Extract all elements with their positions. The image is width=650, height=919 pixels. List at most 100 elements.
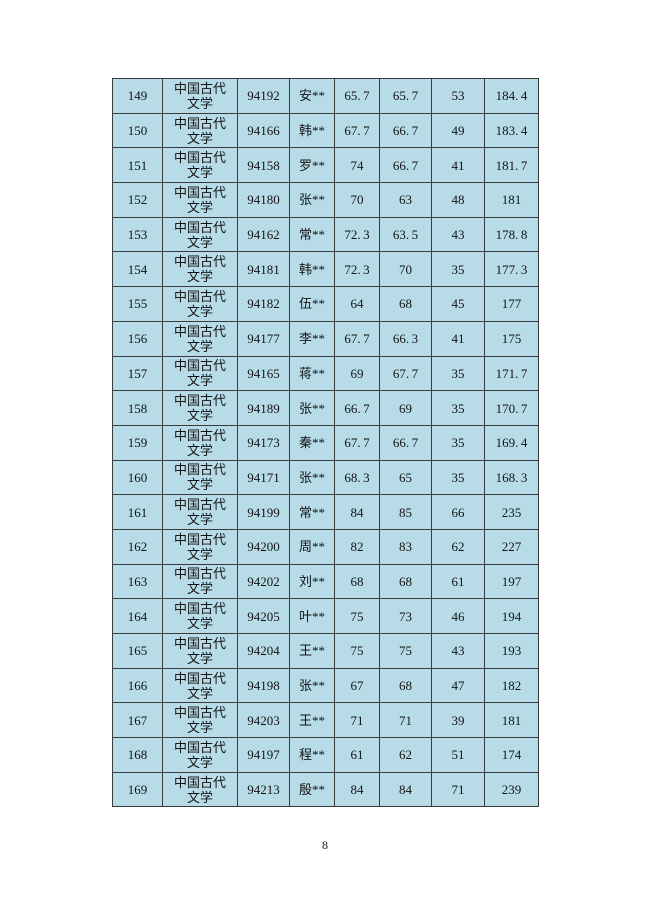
cell-score-2: 62 [379,737,432,773]
cell-score-3: 41 [431,320,485,357]
cell-total: 170. 7 [484,390,539,426]
cell-score-3: 35 [431,251,485,288]
cell-student-id: 94200 [237,528,290,565]
cell-student-id: 94166 [237,112,290,149]
cell-score-2-text: 66. 7 [392,435,419,451]
cell-name-text: 罗** [298,157,325,173]
cell-score-1: 69 [334,355,380,392]
cell-score-1: 84 [334,494,380,530]
cell-score-1: 64 [334,286,380,322]
cell-score-3: 45 [431,286,485,322]
cell-rank: 165 [112,633,163,669]
cell-name: 韩** [289,251,335,288]
cell-major: 中国古代文学 [162,251,238,288]
cell-score-1: 68. 3 [334,459,380,496]
cell-score-2-text: 62 [399,747,412,763]
cell-score-3-text: 47 [451,678,465,694]
cell-rank-text: 162 [127,539,148,555]
cell-total: 178. 8 [484,216,539,253]
cell-total-text: 170. 7 [495,400,528,416]
cell-name: 张** [289,667,335,704]
cell-score-2-text: 73 [399,608,412,624]
cell-name: 伍** [289,286,335,322]
cell-name: 张** [289,182,335,218]
cell-student-id: 94192 [237,78,290,114]
table-row: 155 中国古代文学 94182 伍** 64 68 45 177 [112,286,539,322]
cell-name: 王** [289,702,335,739]
cell-score-3: 61 [431,563,485,600]
cell-total-text: 174 [501,747,522,763]
cell-score-1: 67. 7 [334,320,380,357]
cell-name: 罗** [289,147,335,184]
cell-total: 174 [484,737,539,773]
cell-score-2: 66. 3 [379,320,432,357]
cell-score-3: 66 [431,494,485,530]
cell-rank-text: 151 [127,157,148,173]
cell-major: 中国古代文学 [162,702,238,739]
table-row: 162 中国古代文学 94200 周** 82 83 62 227 [112,528,539,565]
cell-score-2-text: 68 [399,678,412,694]
cell-score-2: 70 [379,251,432,288]
cell-rank: 157 [112,355,163,392]
cell-score-1-text: 65. 7 [344,88,370,104]
cell-major: 中国古代文学 [162,182,238,218]
score-table-body: 149 中国古代文学 94192 安** 65. 7 65. 7 53 184. 4 150 中国… [112,78,539,808]
cell-score-3-text: 35 [451,435,465,451]
cell-score-3: 51 [431,737,485,773]
cell-score-1: 70 [334,182,380,218]
cell-score-1-text: 72. 3 [344,227,370,243]
table-row: 160 中国古代文学 94171 张** 68. 3 65 35 168. 3 [112,459,539,496]
cell-rank: 160 [112,459,163,496]
cell-total-text: 227 [501,539,522,555]
cell-total-text: 181. 7 [495,157,528,173]
cell-name: 常** [289,494,335,530]
cell-score-2: 68 [379,667,432,704]
cell-rank: 159 [112,424,163,461]
cell-rank-text: 152 [127,192,148,208]
cell-rank-text: 155 [127,296,148,312]
table-row: 156 中国古代文学 94177 李** 67. 7 66. 3 41 175 [112,320,539,357]
cell-total-text: 193 [501,643,522,659]
table-row: 153 中国古代文学 94162 常** 72. 3 63. 5 43 178. 8 [112,216,539,253]
cell-score-2-text: 84 [399,782,412,798]
cell-rank: 150 [112,112,163,149]
cell-rank-text: 163 [127,573,148,589]
cell-rank: 163 [112,563,163,600]
cell-rank-text: 165 [127,643,148,659]
cell-student-id-text: 94158 [247,157,280,173]
cell-score-3-text: 35 [451,469,465,485]
cell-total-text: 197 [501,573,522,589]
cell-score-1: 75 [334,598,380,634]
cell-major: 中国古代文学 [162,216,238,253]
cell-major: 中国古代文学 [162,286,238,322]
cell-student-id: 94162 [237,216,290,253]
cell-total-text: 183. 4 [495,123,528,139]
cell-name: 李** [289,320,335,357]
cell-name-text: 张** [298,192,325,208]
cell-score-1-text: 84 [350,504,364,520]
cell-score-1: 67. 7 [334,424,380,461]
cell-total: 197 [484,563,539,600]
cell-student-id-text: 94165 [247,365,280,381]
cell-score-2: 63 [379,182,432,218]
cell-student-id: 94198 [237,667,290,704]
cell-rank: 152 [112,182,163,218]
cell-major: 中国古代文学 [162,598,238,634]
cell-name-text: 伍** [298,296,325,312]
table-row: 161 中国古代文学 94199 常** 84 85 66 235 [112,494,539,530]
cell-name-text: 李** [298,331,325,347]
cell-major-text: 中国古代文学 [173,150,226,181]
cell-rank-text: 160 [127,469,148,485]
cell-score-2-text: 68 [399,296,412,312]
cell-score-3: 35 [431,459,485,496]
cell-rank: 161 [112,494,163,530]
cell-major-text: 中国古代文学 [173,670,226,701]
cell-name-text: 张** [298,400,325,416]
cell-name: 张** [289,390,335,426]
cell-score-1: 66. 7 [334,390,380,426]
cell-name: 韩** [289,112,335,149]
cell-score-2-text: 66. 3 [392,331,419,347]
cell-student-id: 94205 [237,598,290,634]
cell-total-text: 181 [501,192,522,208]
cell-score-2-text: 67. 7 [392,365,419,381]
